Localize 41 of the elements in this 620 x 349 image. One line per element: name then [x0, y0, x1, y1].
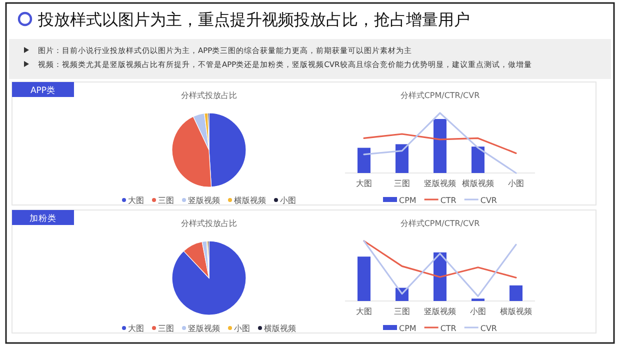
- legend-label: 三图: [158, 196, 174, 205]
- x-tick-label: 大图: [356, 179, 372, 188]
- x-tick-label: 小图: [470, 307, 486, 316]
- bar: [510, 285, 522, 301]
- chart-title: 分样式CPM/CTR/CVR: [400, 219, 480, 228]
- legend-label: 三图: [158, 324, 174, 333]
- legend-label: CTR: [440, 196, 457, 205]
- chart-title: 分样式CPM/CTR/CVR: [400, 91, 480, 100]
- x-tick-label: 三图: [394, 179, 410, 188]
- text: 加粉类: [30, 213, 56, 224]
- x-tick-label: 横版视频: [500, 307, 532, 316]
- legend-label: CPM: [399, 324, 416, 333]
- x-tick-label: 竖版视频: [424, 179, 456, 188]
- text: 投放样式以图片为主，重点提升视频投放占比，抢占增量用户: [37, 10, 470, 29]
- legend-label: 大图: [128, 196, 144, 205]
- legend-label: 竖版视频: [188, 324, 220, 333]
- x-tick-label: 横版视频: [462, 179, 494, 188]
- x-tick-label: 大图: [356, 307, 372, 316]
- bar: [434, 252, 446, 301]
- chart-title: 分样式投放占比: [181, 219, 237, 228]
- legend-label: CVR: [480, 324, 498, 333]
- legend-label: CPM: [399, 196, 416, 205]
- bar: [358, 256, 370, 301]
- pie-slice: [172, 240, 246, 316]
- legend-label: 横版视频: [264, 324, 296, 333]
- bar: [358, 148, 370, 173]
- bar: [396, 144, 408, 173]
- bar: [434, 119, 446, 173]
- legend-label: 横版视频: [234, 196, 266, 205]
- chart-title: 分样式投放占比: [181, 91, 237, 100]
- legend-label: 小图: [280, 196, 296, 205]
- x-tick-label: 三图: [394, 307, 410, 316]
- x-tick-label: 小图: [508, 179, 524, 188]
- text: APP类: [30, 85, 56, 96]
- x-tick-label: 竖版视频: [424, 307, 456, 316]
- legend-label: 竖版视频: [188, 196, 220, 205]
- legend-label: 大图: [128, 324, 144, 333]
- legend-label: CTR: [440, 324, 457, 333]
- legend-label: CVR: [480, 196, 498, 205]
- bar: [472, 146, 484, 173]
- legend-label: 小图: [234, 324, 250, 333]
